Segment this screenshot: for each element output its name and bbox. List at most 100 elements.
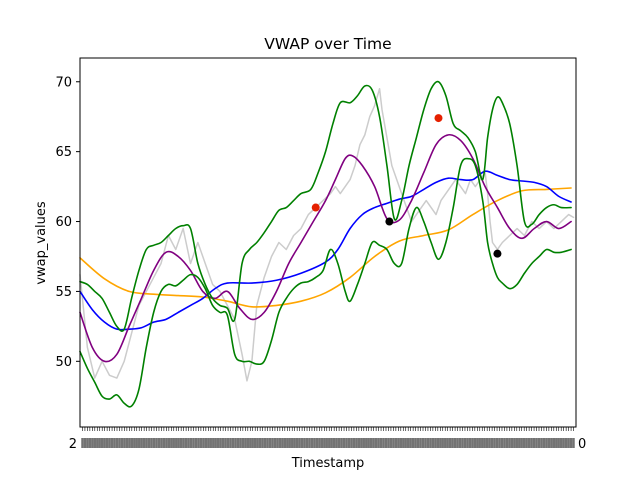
x-tick-label-glyph	[165, 438, 168, 448]
x-tick-label-glyph	[281, 438, 284, 448]
x-tick-label-glyph	[130, 438, 134, 448]
x-axis-ticks	[81, 427, 575, 448]
x-tick-label-glyph	[142, 438, 146, 448]
x-tick-label-glyph	[537, 438, 541, 448]
x-tick-label-glyph	[458, 438, 462, 448]
x-tick-label-glyph	[219, 438, 222, 448]
x-tick-label-glyph	[125, 438, 129, 448]
x-tick-label-glyph	[224, 438, 227, 448]
x-tick-label-glyph	[81, 438, 84, 448]
x-tick-label-glyph	[157, 438, 161, 448]
x-tick-label-glyph	[547, 438, 551, 448]
x-tick-label-glyph	[569, 438, 573, 448]
x-tick-label-glyph	[150, 438, 153, 448]
y-tick-label: 50	[55, 355, 72, 370]
x-tick-label-glyph	[369, 438, 373, 448]
x-tick-label-glyph	[244, 438, 247, 448]
x-tick-label-left: 2	[69, 437, 77, 452]
x-tick-label-glyph	[503, 438, 506, 448]
x-tick-label-glyph	[88, 438, 92, 448]
x-tick-label-glyph	[394, 438, 398, 448]
y-tick-label: 60	[55, 215, 72, 230]
x-tick-label-glyph	[86, 438, 89, 448]
x-tick-label-glyph	[439, 438, 442, 448]
x-tick-label-glyph	[310, 438, 314, 448]
x-tick-label-glyph	[113, 438, 116, 448]
x-tick-label-glyph	[485, 438, 489, 448]
x-tick-label-glyph	[115, 438, 119, 448]
x-tick-label-glyph	[221, 438, 225, 448]
series-line-4	[79, 80, 572, 332]
x-tick-label-glyph	[409, 438, 412, 448]
x-tick-label-glyph	[315, 438, 319, 448]
x-tick-label-glyph	[194, 438, 198, 448]
x-tick-label-glyph	[170, 438, 173, 448]
x-tick-label-glyph	[510, 438, 514, 448]
x-tick-label-glyph	[138, 438, 141, 448]
x-tick-label-glyph	[108, 438, 111, 448]
scatter-point-0	[311, 203, 320, 212]
x-tick-label-glyph	[266, 438, 269, 448]
x-tick-label-glyph	[184, 438, 188, 448]
x-tick-label-glyph	[397, 438, 400, 448]
x-tick-label-glyph	[197, 438, 200, 448]
x-tick-label-glyph	[216, 438, 220, 448]
x-tick-label-glyph	[276, 438, 279, 448]
x-tick-label-glyph	[83, 438, 87, 448]
series-line-2	[79, 170, 572, 331]
x-tick-label-glyph	[483, 438, 486, 448]
x-tick-label-glyph	[431, 438, 435, 448]
x-tick-label-glyph	[305, 438, 309, 448]
x-tick-label-glyph	[325, 438, 328, 448]
x-tick-label-glyph	[466, 438, 469, 448]
x-tick-label-glyph	[179, 438, 183, 448]
x-tick-label-glyph	[256, 438, 259, 448]
x-tick-label-glyph	[360, 438, 363, 448]
x-tick-label-glyph	[128, 438, 131, 448]
x-tick-label-glyph	[513, 438, 516, 448]
x-tick-label-glyph	[357, 438, 361, 448]
x-tick-label-glyph	[236, 438, 240, 448]
x-tick-label-glyph	[419, 438, 422, 448]
x-tick-label-glyph	[508, 438, 511, 448]
x-tick-label-glyph	[140, 438, 143, 448]
x-tick-label-glyph	[352, 438, 356, 448]
x-tick-label-glyph	[278, 438, 282, 448]
x-tick-label-glyph	[518, 438, 521, 448]
x-tick-label-glyph	[251, 438, 254, 448]
y-axis-ticks: 50 55 60 65 70	[55, 75, 80, 370]
x-tick-label-glyph	[490, 438, 494, 448]
x-tick-label-glyph	[552, 438, 556, 448]
x-tick-label-glyph	[527, 438, 531, 448]
x-tick-label-glyph	[271, 438, 274, 448]
x-tick-label-glyph	[456, 438, 459, 448]
x-tick-label-glyph	[347, 438, 351, 448]
x-tick-label-glyph	[254, 438, 257, 448]
x-tick-label-glyph	[268, 438, 272, 448]
x-tick-label-glyph	[560, 438, 563, 448]
x-tick-label-glyph	[152, 438, 156, 448]
chart-title: VWAP over Time	[264, 35, 391, 53]
x-tick-label-glyph	[471, 438, 474, 448]
x-tick-label-glyph	[246, 438, 249, 448]
scatter-point-1	[434, 114, 443, 123]
x-tick-label-glyph	[377, 438, 380, 448]
x-tick-label-glyph	[283, 438, 287, 448]
x-tick-label-glyph	[332, 438, 336, 448]
x-tick-label-glyph	[182, 438, 185, 448]
x-tick-label-glyph	[520, 438, 523, 448]
x-tick-label-glyph	[155, 438, 158, 448]
y-tick-label: 55	[55, 285, 72, 300]
x-tick-label-glyph	[493, 438, 496, 448]
scatter-point-2	[385, 217, 394, 226]
x-tick-label-glyph	[404, 438, 407, 448]
x-tick-label-glyph	[498, 438, 501, 448]
x-tick-label-glyph	[295, 438, 299, 448]
x-tick-label-glyph	[147, 438, 151, 448]
x-tick-label-glyph	[320, 438, 324, 448]
y-axis-label: vwap_values	[34, 201, 49, 285]
x-tick-label-glyph	[133, 438, 136, 448]
y-tick-label: 65	[55, 145, 72, 160]
x-tick-label-glyph	[199, 438, 203, 448]
